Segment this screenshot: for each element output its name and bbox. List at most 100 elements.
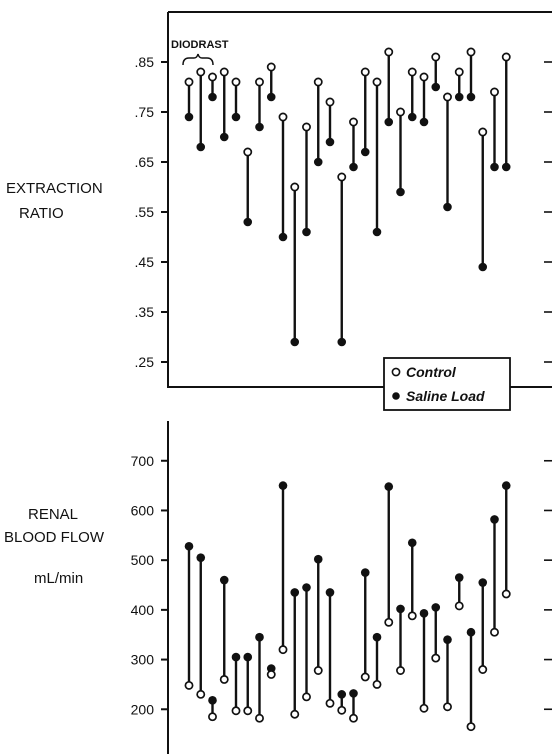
extraction-control-point (231, 77, 241, 87)
renal-control-point (349, 713, 358, 723)
extraction-control-point (443, 92, 452, 102)
renal-blood-flow-panel: RENAL BLOOD FLOW mL/min 200 300 400 500 600 7… (4, 421, 552, 754)
renal-saline-point (454, 573, 464, 582)
extraction-control-point (290, 182, 300, 192)
renal-control-point (431, 653, 441, 663)
renal-ylabel-unit: mL/min (34, 570, 83, 587)
renal-saline-point (478, 578, 488, 587)
renal-control-point (313, 666, 323, 675)
extraction-ratio-panel: EXTRACTION RATIO .25 .35 .45 .55 .65 .75 .85 D… (6, 11, 552, 411)
extraction-saline-point (490, 162, 499, 172)
extraction-saline-point (478, 262, 488, 272)
renal-saline-point (243, 652, 253, 662)
extraction-saline-point (290, 337, 300, 347)
diodrast-annotation: DIODRAST (171, 39, 229, 66)
extraction-saline-point (302, 227, 311, 237)
renal-saline-point (302, 583, 311, 592)
extraction-ylabel-line1: EXTRACTION (6, 180, 103, 197)
renal-control-point (255, 713, 264, 723)
renal-saline-point (337, 690, 347, 699)
renal-saline-point (360, 568, 370, 577)
extraction-saline-point (372, 227, 382, 237)
renal-control-point (478, 665, 488, 674)
renal-saline-point (419, 609, 429, 618)
renal-control-point (302, 692, 311, 702)
extraction-saline-point (313, 157, 323, 167)
extraction-control-point (184, 77, 194, 87)
legend-saline-label: Saline Load (406, 388, 485, 404)
renal-control-point (278, 645, 288, 655)
extraction-control-point (196, 67, 206, 77)
renal-data-pairs (184, 481, 511, 732)
extraction-saline-point (208, 92, 217, 102)
extraction-saline-point (196, 142, 206, 152)
renal-control-point (266, 670, 276, 679)
renal-saline-point (219, 575, 229, 585)
renal-control-point (419, 703, 429, 713)
renal-control-point (384, 617, 394, 627)
extraction-tick-label: .25 (135, 354, 155, 370)
renal-saline-point (255, 632, 264, 642)
renal-saline-point (407, 538, 417, 548)
renal-control-point (466, 722, 476, 732)
renal-saline-point (313, 554, 323, 564)
extraction-saline-point (337, 337, 347, 347)
extraction-saline-point (407, 112, 417, 122)
diodrast-label: DIODRAST (171, 39, 229, 51)
renal-tick-label: 500 (131, 552, 155, 568)
renal-saline-point (349, 689, 358, 698)
extraction-saline-point (219, 132, 229, 142)
extraction-control-point (431, 52, 441, 62)
extraction-saline-point (431, 82, 441, 92)
renal-saline-point (466, 627, 476, 637)
renal-ylabel-line1: RENAL (28, 506, 78, 523)
extraction-control-point (490, 87, 499, 97)
renal-control-point (337, 705, 347, 715)
extraction-control-point (396, 107, 405, 117)
extraction-saline-point (466, 92, 476, 102)
extraction-y-ticks: .25 .35 .45 .55 .65 .75 .85 (135, 54, 552, 370)
renal-control-point (219, 674, 229, 684)
extraction-saline-point (184, 112, 194, 122)
extraction-saline-point (255, 122, 264, 132)
extraction-saline-point (266, 92, 276, 102)
legend-control-label: Control (406, 364, 457, 380)
extraction-control-point (454, 67, 464, 77)
legend-box (383, 357, 511, 411)
extraction-saline-point (396, 187, 405, 197)
renal-tick-label: 400 (131, 602, 155, 618)
renal-y-ticks: 200 300 400 500 600 700 (131, 453, 552, 717)
renal-saline-point (384, 482, 394, 491)
renal-tick-label: 600 (131, 502, 155, 518)
extraction-control-point (478, 127, 488, 137)
extraction-tick-label: .35 (135, 304, 155, 320)
renal-saline-point (431, 603, 441, 612)
extraction-ylabel-line2: RATIO (19, 205, 64, 222)
renal-control-point (396, 666, 405, 675)
renal-saline-point (208, 696, 217, 705)
renal-saline-point (325, 588, 335, 597)
extraction-saline-point (501, 162, 511, 172)
renal-saline-point (443, 635, 452, 644)
legend-control-marker (391, 367, 401, 377)
extraction-control-point (325, 97, 335, 107)
extraction-control-point (243, 147, 253, 157)
extraction-saline-point (243, 217, 253, 227)
extraction-control-point (278, 112, 288, 122)
extraction-control-point (419, 72, 429, 82)
renal-control-point (490, 627, 499, 637)
renal-ylabel-line2: BLOOD FLOW (4, 529, 105, 546)
extraction-saline-point (231, 112, 241, 122)
extraction-saline-point (454, 92, 464, 102)
renal-control-point (196, 689, 206, 699)
extraction-control-point (219, 67, 229, 77)
renal-saline-point (184, 541, 194, 551)
extraction-saline-point (278, 232, 288, 242)
legend-saline-marker (392, 392, 400, 400)
extraction-control-point (466, 47, 476, 57)
renal-control-point (454, 601, 464, 611)
extraction-saline-point (419, 117, 429, 127)
renal-control-point (501, 589, 511, 599)
extraction-control-point (302, 122, 311, 132)
extraction-control-point (255, 77, 264, 87)
